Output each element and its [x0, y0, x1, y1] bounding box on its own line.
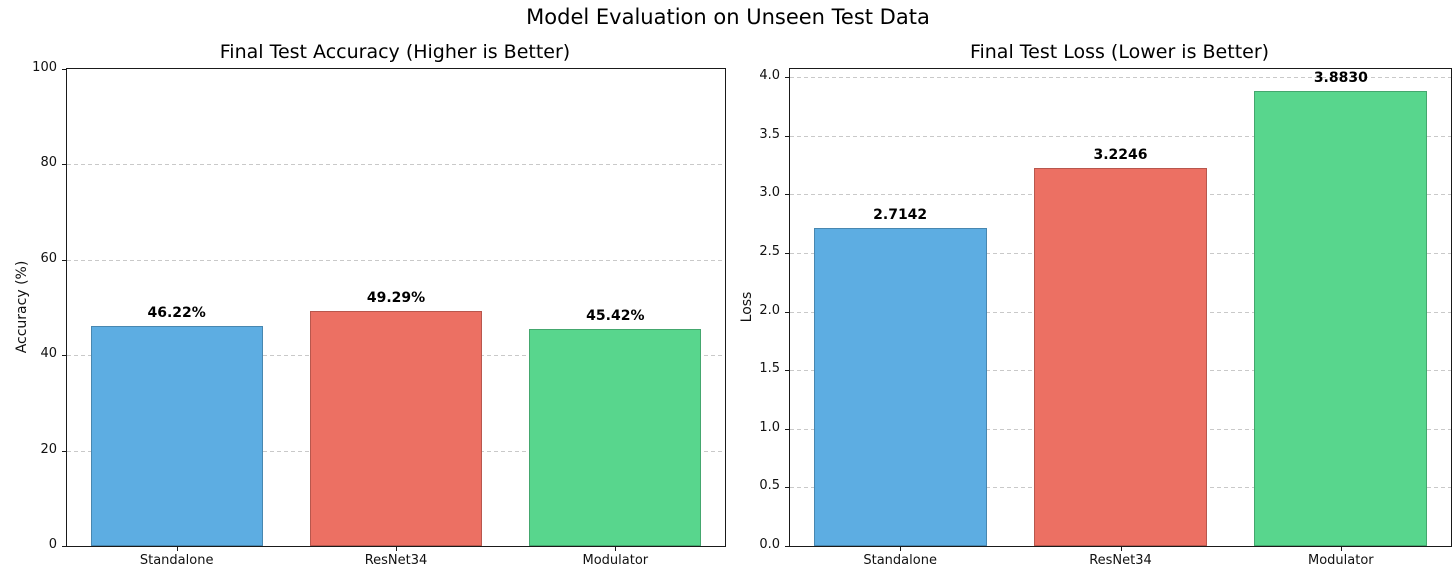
- y-tick-label: 3.5: [759, 126, 780, 142]
- bar-value-label: 3.2246: [1093, 147, 1148, 164]
- bar-modulator: [529, 329, 702, 546]
- x-tick-mark: [900, 547, 902, 551]
- y-tick-mark: [62, 355, 66, 357]
- accuracy-chart-title: Final Test Accuracy (Higher is Better): [219, 41, 571, 63]
- bar-resnet34: [309, 310, 483, 546]
- y-tick-label: 60: [40, 250, 57, 266]
- x-tick-label: Standalone: [139, 553, 214, 568]
- y-tick-mark: [62, 259, 66, 261]
- accuracy-plot-area: [66, 68, 726, 547]
- y-tick-label: 80: [40, 155, 57, 171]
- y-tick-mark: [62, 546, 66, 547]
- bar-value-label: 45.42%: [586, 308, 645, 325]
- y-tick-mark: [785, 487, 789, 489]
- loss-chart-title: Final Test Loss (Lower is Better): [969, 41, 1270, 63]
- y-tick-label: 100: [32, 60, 57, 75]
- accuracy-chart: Final Test Accuracy (Higher is Better) A…: [14, 41, 726, 568]
- y-tick-label: 4.0: [759, 68, 780, 84]
- bar-standalone: [90, 325, 263, 546]
- bar-standalone: [813, 227, 987, 546]
- gridline: [67, 259, 725, 261]
- y-tick-mark: [785, 135, 789, 137]
- x-tick-label: Modulator: [582, 553, 649, 568]
- loss-plot-area: [789, 68, 1452, 547]
- y-tick-mark: [785, 194, 789, 196]
- y-tick-label: 2.0: [759, 302, 780, 318]
- y-tick-mark: [785, 546, 789, 547]
- y-tick-label: 1.0: [759, 419, 780, 435]
- x-tick-label: Standalone: [863, 553, 937, 568]
- y-tick-mark: [785, 253, 789, 254]
- x-tick-mark: [1340, 547, 1342, 551]
- bar-value-label: 3.8830: [1313, 69, 1368, 86]
- y-tick-mark: [785, 370, 789, 372]
- x-tick-mark: [176, 547, 178, 551]
- y-tick-label: 0: [48, 537, 57, 552]
- y-tick-mark: [62, 69, 66, 70]
- gridline: [790, 135, 1451, 137]
- accuracy-y-axis-label: Accuracy (%): [14, 260, 30, 354]
- bar-value-label: 46.22%: [147, 304, 206, 321]
- y-tick-mark: [62, 450, 66, 452]
- figure-title: Model Evaluation on Unseen Test Data: [526, 5, 930, 29]
- bar-value-label: 2.7142: [873, 206, 928, 223]
- x-tick-label: ResNet34: [364, 553, 428, 568]
- gridline: [790, 77, 1451, 79]
- y-tick-label: 1.5: [759, 361, 780, 377]
- y-tick-mark: [785, 77, 789, 79]
- loss-chart: Final Test Loss (Lower is Better) Loss 0…: [728, 0, 1456, 579]
- y-tick-mark: [785, 311, 789, 313]
- x-tick-label: Modulator: [1308, 553, 1374, 568]
- y-tick-mark: [785, 428, 789, 430]
- y-tick-mark: [62, 164, 66, 166]
- y-tick-label: 40: [40, 346, 57, 362]
- gridline: [67, 164, 725, 166]
- x-tick-mark: [1120, 547, 1122, 551]
- y-tick-label: 20: [40, 441, 57, 457]
- y-tick-label: 2.5: [759, 244, 780, 259]
- x-tick-label: ResNet34: [1089, 553, 1152, 568]
- y-tick-label: 0.0: [759, 537, 780, 552]
- y-tick-label: 0.5: [759, 478, 780, 494]
- x-tick-mark: [396, 547, 397, 551]
- y-tick-label: 3.0: [759, 185, 780, 201]
- bar-modulator: [1254, 90, 1428, 546]
- bar-value-label: 49.29%: [366, 289, 426, 306]
- bar-resnet34: [1034, 168, 1207, 546]
- x-tick-mark: [615, 547, 617, 551]
